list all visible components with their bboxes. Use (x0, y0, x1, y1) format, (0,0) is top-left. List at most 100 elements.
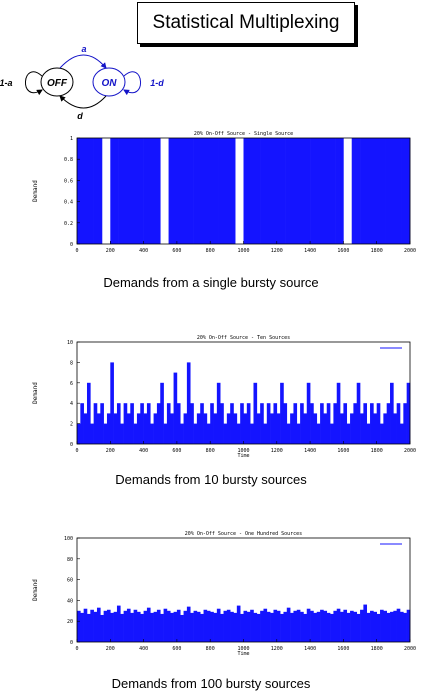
bar (350, 610, 354, 642)
bar (386, 403, 391, 444)
x-tick-label: 1200 (271, 448, 283, 454)
y-tick-label: 60 (67, 578, 73, 584)
bar (246, 403, 251, 444)
bar (180, 614, 184, 642)
bar (363, 403, 368, 444)
x-tick-label: 0 (75, 248, 78, 254)
caption-hundred-sources: Demands from 100 bursty sources (111, 676, 311, 691)
bar (196, 611, 201, 642)
bar (386, 612, 391, 642)
bar (326, 138, 336, 244)
bar (318, 138, 328, 244)
x-tick-label: 1600 (337, 248, 349, 254)
y-tick-label: 4 (70, 401, 73, 407)
bar (350, 413, 354, 444)
bar (220, 613, 224, 642)
x-axis-label: Time (237, 453, 249, 459)
bar (323, 413, 328, 444)
bar (193, 423, 198, 444)
bar (263, 608, 268, 642)
chart-ten-sources: 20% On-Off Source - Ten Sources 0 2 4 6 8 10 0 2… (32, 335, 416, 459)
bar (250, 423, 254, 444)
caption-single-source: Demands from a single bursty source (103, 275, 319, 290)
d-label: d (77, 111, 83, 121)
bar (163, 423, 168, 444)
bar (236, 423, 241, 444)
bar (323, 610, 328, 642)
bar (400, 611, 404, 642)
bar (143, 610, 148, 642)
bar (190, 403, 194, 444)
x-tick-label: 200 (106, 448, 115, 454)
bar (385, 138, 394, 244)
bar (206, 610, 211, 642)
bar (276, 413, 281, 444)
bar (303, 613, 308, 642)
y-tick-label: 1 (70, 136, 73, 142)
bar (193, 138, 203, 244)
x-tick-label: 1000 (237, 248, 249, 254)
page-title: Statistical Multiplexing (152, 12, 340, 33)
x-tick-label: 800 (206, 248, 215, 254)
bar (150, 423, 154, 444)
bar (150, 612, 154, 642)
x-tick-label: 1400 (304, 448, 316, 454)
bar (190, 612, 194, 642)
bar (130, 612, 134, 642)
bar (320, 609, 324, 642)
bar (153, 413, 158, 444)
bar (210, 403, 214, 444)
bar (353, 403, 358, 444)
bar (343, 403, 348, 444)
x-tick-label: 0 (75, 646, 78, 652)
x-tick-label: 400 (139, 646, 148, 652)
bar (376, 138, 386, 244)
bar (176, 403, 181, 444)
bar (166, 403, 171, 444)
bar (116, 605, 121, 642)
bar (396, 403, 401, 444)
x-tick-label: 200 (106, 646, 115, 652)
bar (213, 612, 218, 642)
chart-title: 20% On-Off Source - Ten Sources (197, 335, 290, 341)
bar (166, 610, 171, 642)
bar (253, 382, 258, 444)
y-axis-label: Demand (32, 382, 39, 404)
bar (376, 613, 381, 642)
bar (270, 612, 274, 642)
bar (176, 138, 186, 244)
x-tick-label: 1200 (271, 646, 283, 652)
bar (290, 413, 294, 444)
bar (223, 423, 228, 444)
bar (250, 609, 254, 642)
bar (168, 138, 178, 244)
bar (356, 613, 361, 642)
bar (383, 610, 387, 642)
y-axis-label: Demand (32, 579, 39, 601)
bar (200, 403, 204, 444)
bar (133, 423, 138, 444)
bar (280, 613, 284, 642)
bar (130, 403, 134, 444)
bar (206, 423, 211, 444)
bar (293, 403, 298, 444)
bar (373, 611, 377, 642)
x-tick-label: 2000 (404, 448, 416, 454)
bar (306, 608, 311, 642)
bar (285, 138, 294, 244)
x-axis-label: Time (237, 651, 249, 657)
bar (77, 423, 81, 444)
bar (336, 382, 341, 444)
x-tick-label: 1000 (237, 646, 249, 652)
bar (240, 613, 244, 642)
bar (96, 607, 101, 642)
x-tick-label: 1000 (237, 448, 249, 454)
bar (266, 403, 271, 444)
title-box: Statistical Multiplexing (137, 2, 355, 44)
bar (216, 608, 221, 642)
bar (85, 138, 94, 244)
x-tick-label: 800 (206, 646, 215, 652)
y-tick-label: 0 (70, 442, 73, 448)
bar (326, 403, 331, 444)
bar (90, 609, 94, 642)
